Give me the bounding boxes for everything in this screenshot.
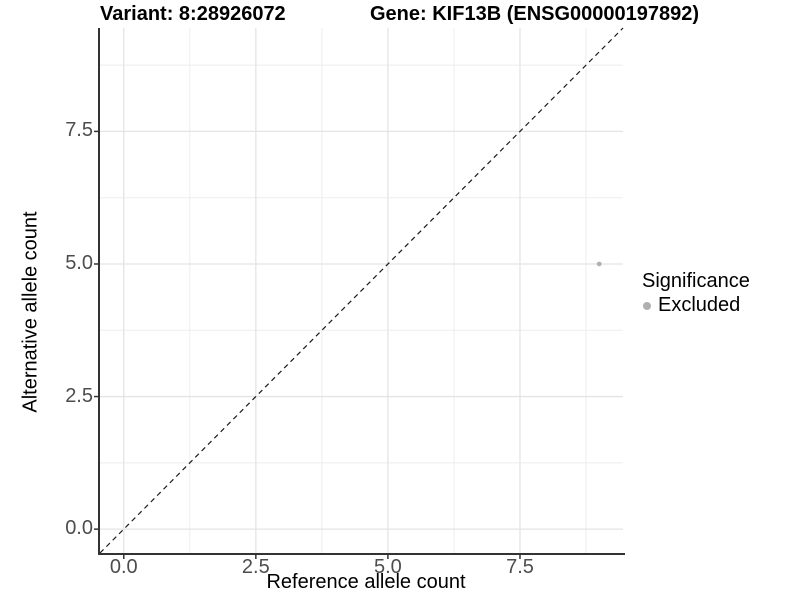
y-axis-title: Alternative allele count bbox=[19, 211, 42, 413]
x-axis-tick-label: 7.5 bbox=[506, 556, 534, 578]
legend-item-excluded: Excluded bbox=[642, 294, 750, 317]
plot-title-gene: Gene: KIF13B (ENSG00000197892) bbox=[370, 3, 700, 25]
x-axis-tick-label: 2.5 bbox=[241, 556, 270, 578]
y-axis-tick-label: 0.0 bbox=[65, 517, 93, 540]
y-axis-tick-label: 5.0 bbox=[65, 251, 93, 274]
plot-title-variant: Variant: 8:28926072 bbox=[100, 3, 286, 25]
legend: Significance Excluded bbox=[642, 270, 750, 317]
legend-item-label: Excluded bbox=[658, 294, 741, 316]
x-axis-title: Reference allele count bbox=[266, 571, 466, 593]
identity-reference-line bbox=[99, 27, 624, 554]
legend-point-icon bbox=[643, 301, 651, 310]
y-axis-tick-label: 2.5 bbox=[65, 384, 93, 407]
legend-title: Significance bbox=[642, 270, 750, 292]
x-axis-tick-label: 5.0 bbox=[374, 556, 402, 578]
y-axis-tick-label: 7.5 bbox=[65, 119, 93, 142]
x-axis-tick-label: 0.0 bbox=[109, 556, 138, 578]
data-point bbox=[596, 261, 602, 267]
